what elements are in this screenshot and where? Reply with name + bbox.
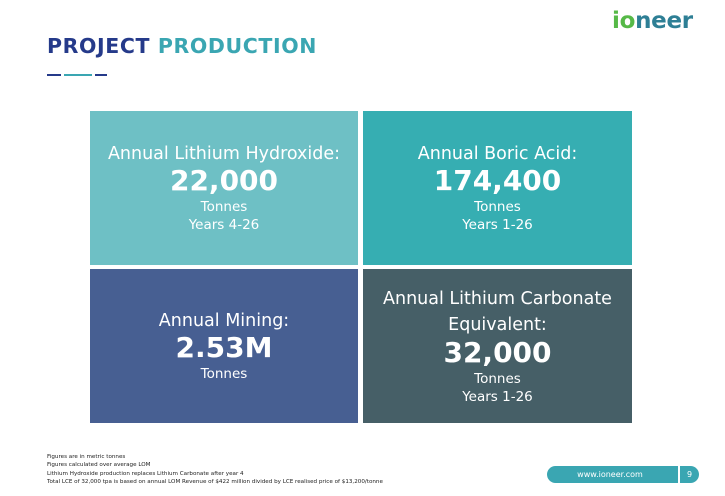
tile-unit: Tonnes	[474, 371, 521, 387]
tile-annual-mining: Annual Mining: 2.53M Tonnes	[90, 269, 358, 423]
footer-bar: www.ioneer.com 9	[547, 466, 699, 483]
tile-value: 32,000	[443, 336, 552, 369]
page-title: PROJECT PRODUCTION	[47, 34, 317, 58]
title-accent-line	[95, 74, 107, 76]
title-word-project: PROJECT	[47, 34, 151, 58]
tile-unit: Tonnes	[474, 199, 521, 215]
footnote-line: Total LCE of 32,000 tpa is based on annu…	[47, 478, 383, 485]
tile-period: Years 4-26	[188, 217, 260, 233]
logo-part-io: io	[612, 8, 636, 34]
tile-heading: Annual Lithium Carbonate Equivalent:	[383, 289, 612, 335]
tile-period: Years 1-26	[462, 217, 533, 233]
tile-unit: Tonnes	[200, 366, 248, 382]
ioneer-logo: ioneer	[612, 8, 693, 34]
tile-boric-acid: Annual Boric Acid: 174,400 Tonnes Years …	[363, 111, 632, 265]
tile-lithium-carbonate-equivalent: Annual Lithium Carbonate Equivalent: 32,…	[363, 269, 632, 423]
footer-divider	[678, 466, 680, 483]
tile-heading: Annual Lithium Hydroxide:	[107, 144, 341, 164]
title-word-production: PRODUCTION	[157, 34, 317, 58]
footnote-line: Lithium Hydroxide production replaces Li…	[47, 470, 244, 477]
tile-value: 22,000	[169, 164, 279, 197]
tile-heading: Annual Mining:	[158, 311, 290, 331]
website-link[interactable]: www.ioneer.com	[577, 470, 643, 479]
production-grid: Annual Lithium Hydroxide: 22,000 Tonnes …	[90, 111, 632, 423]
tile-lithium-hydroxide: Annual Lithium Hydroxide: 22,000 Tonnes …	[90, 111, 358, 265]
footnote-line: Figures are in metric tonnes	[47, 454, 126, 460]
tile-value: 174,400	[433, 164, 562, 197]
footnote-line: Figures calculated over average LOM	[47, 462, 151, 469]
tile-period: Years 1-26	[462, 389, 533, 405]
footnotes: Figures are in metric tonnes Figures cal…	[47, 453, 383, 486]
title-accent-line	[47, 74, 61, 76]
logo-part-neer: neer	[635, 8, 693, 34]
tile-unit: Tonnes	[200, 199, 248, 215]
tile-value: 2.53M	[175, 331, 273, 364]
title-accent-line	[64, 74, 92, 76]
tile-heading: Annual Boric Acid:	[417, 144, 578, 164]
page-number: 9	[686, 470, 693, 479]
